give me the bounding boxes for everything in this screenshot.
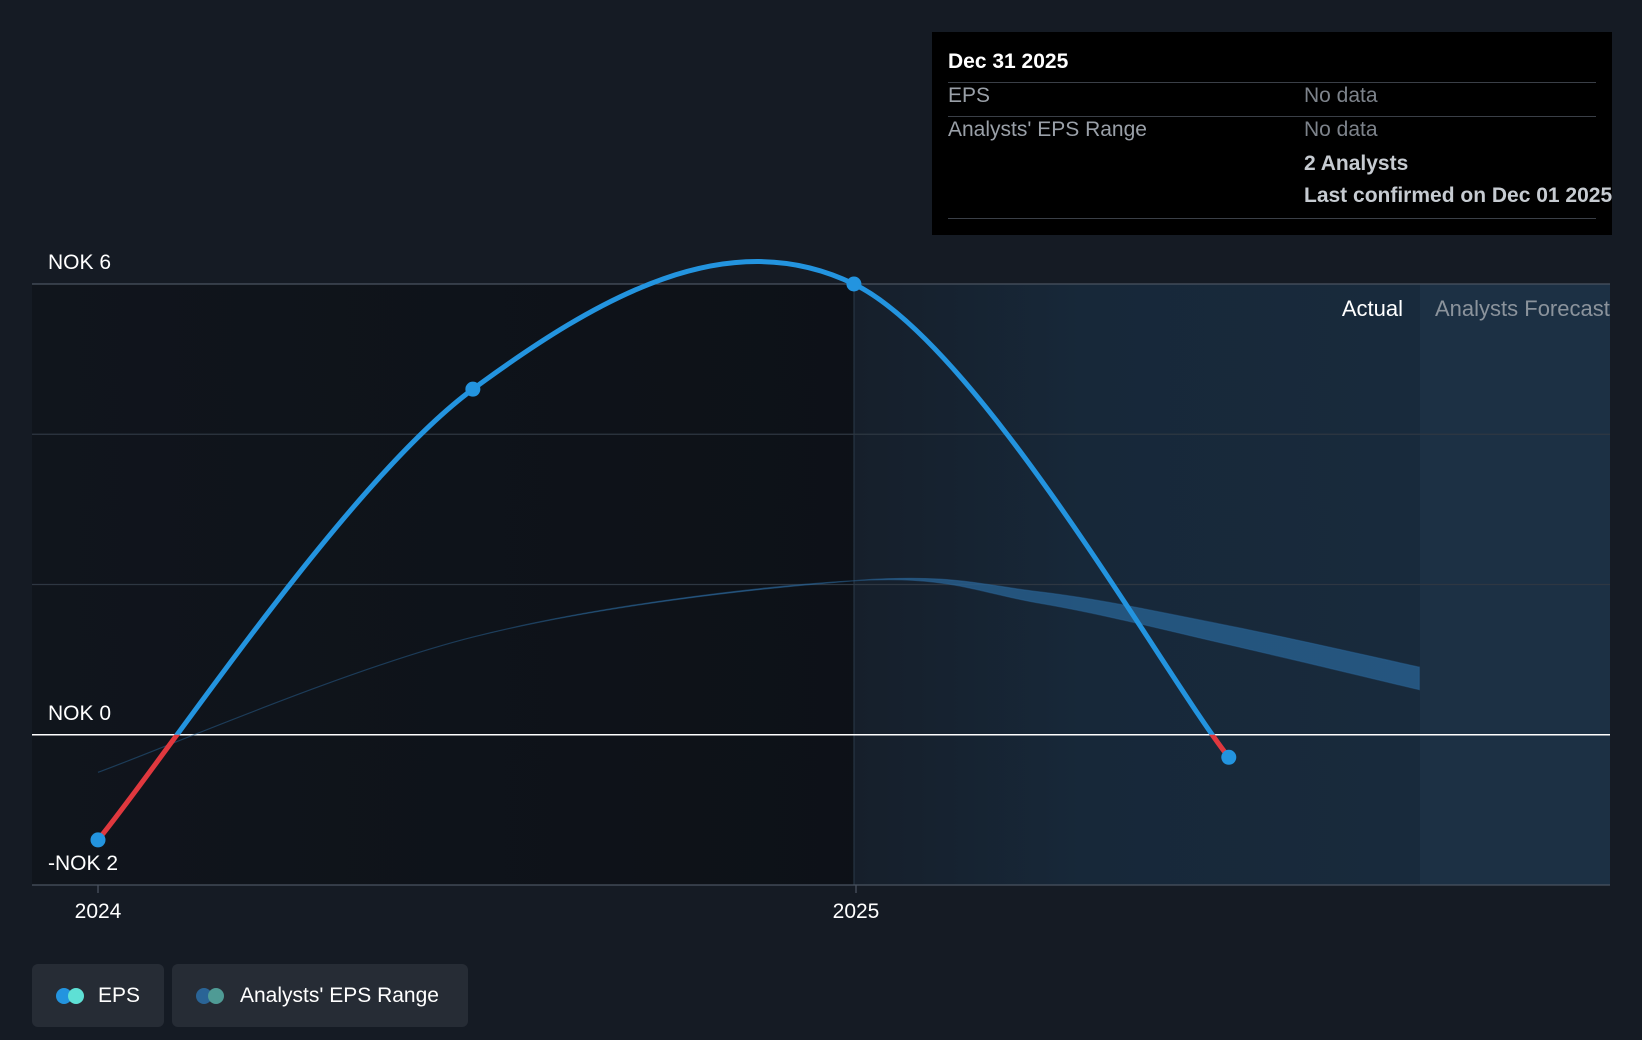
legend-item-analysts-eps-range[interactable]: Analysts' EPS Range [172,964,468,1027]
tooltip-range-value: No data [1304,118,1378,141]
legend-item-eps[interactable]: EPS [32,964,164,1027]
x-tick-label: 2025 [833,900,880,923]
y-tick-label: NOK 0 [48,702,111,725]
y-tick-label: NOK 6 [48,251,111,274]
tooltip-analysts-count: 2 Analysts [1304,152,1409,175]
y-tick-label: -NOK 2 [48,852,118,875]
actual-label: Actual [1342,296,1403,321]
range-legend-icon [196,987,230,1004]
eps-point [90,832,106,848]
forecast-label: Analysts Forecast [1435,296,1610,321]
x-axis-ticks: 2024 2025 [75,885,880,923]
eps-legend-icon [56,987,88,1004]
eps-series [90,259,1237,848]
tooltip-divider [948,116,1596,117]
legend-label-analysts-eps-range: Analysts' EPS Range [240,983,439,1007]
tooltip-eps-label: EPS [948,84,991,107]
eps-point [846,276,862,292]
tooltip-title: Dec 31 2025 [948,50,1069,73]
analysts-eps-range [97,577,1420,773]
tooltip-last-confirmed: Last confirmed on Dec 01 2025 [1304,184,1613,207]
grid-lines [32,283,1610,886]
tooltip-range-label: Analysts' EPS Range [948,118,1147,141]
tooltip-divider [948,82,1596,83]
eps-point [465,381,481,397]
legend-label-eps: EPS [97,983,140,1007]
eps-line-positive [173,259,1216,735]
eps-range-band [97,577,1420,773]
tooltip-panel: Dec 31 2025 EPS No data Analysts' EPS Ra… [932,32,1612,235]
tooltip-divider [948,218,1596,219]
eps-point [1221,749,1237,765]
y-axis-ticks: NOK 6 NOK 0 -NOK 2 [48,251,118,875]
tooltip-eps-value: No data [1304,84,1378,107]
x-tick-label: 2024 [75,900,122,923]
